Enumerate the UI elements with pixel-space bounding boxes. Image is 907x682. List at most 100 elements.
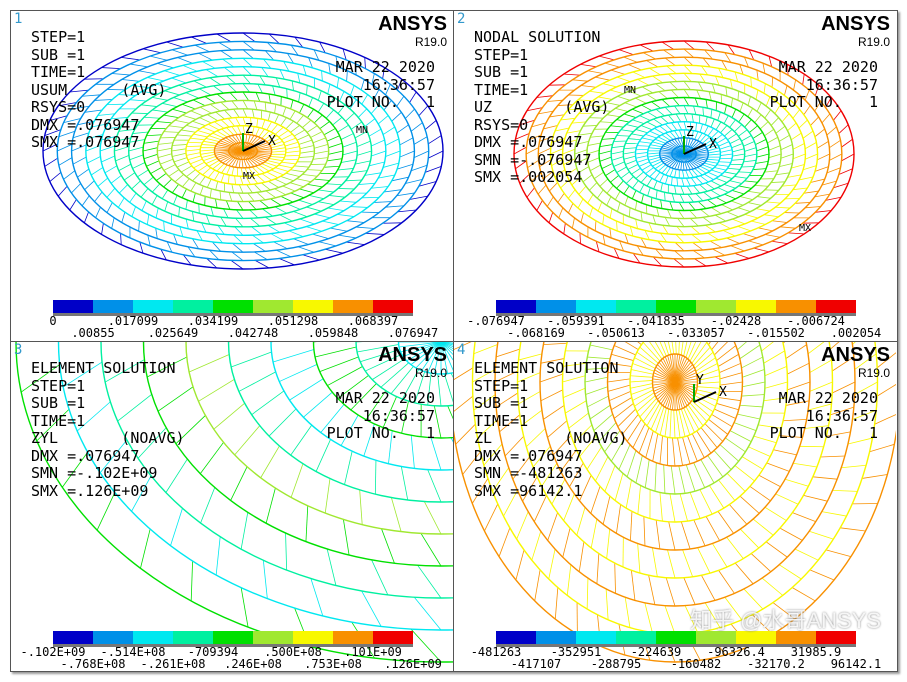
mesh-element	[678, 409, 686, 437]
mesh-element	[718, 161, 731, 163]
mesh-element	[547, 512, 558, 541]
mesh-element	[296, 114, 304, 124]
mesh-element	[687, 194, 694, 203]
mesh-element	[578, 99, 593, 102]
mesh-element	[637, 485, 641, 515]
mesh-element	[689, 138, 694, 147]
mesh-element	[568, 189, 576, 199]
mesh-element	[758, 424, 782, 429]
mesh-element	[381, 528, 395, 564]
mesh-element	[336, 77, 340, 88]
mesh-element	[738, 171, 752, 173]
mesh-element	[674, 372, 697, 383]
mesh-element	[173, 97, 188, 103]
mesh-element	[382, 67, 385, 79]
mesh-element	[163, 131, 179, 133]
mesh-element	[163, 221, 165, 232]
legend-label: .034199	[187, 314, 239, 328]
solution-info: ELEMENT SOLUTION STEP=1 SUB =1 TIME=1 ZYL (N…	[31, 359, 185, 500]
mesh-element	[326, 183, 342, 186]
mesh-element	[437, 373, 442, 407]
mesh-element	[687, 404, 704, 427]
mesh-element	[290, 125, 300, 133]
mesh-element	[680, 137, 684, 147]
mesh-element	[784, 99, 791, 110]
mesh-element	[280, 195, 294, 203]
mesh-element	[180, 165, 192, 173]
mesh-element	[718, 353, 739, 367]
mesh-element	[658, 91, 668, 99]
mesh-element	[222, 138, 234, 146]
mesh-element	[785, 400, 810, 406]
mesh-element	[378, 115, 389, 125]
mesh-element	[186, 152, 201, 156]
mesh-element	[147, 235, 151, 246]
mesh-element	[290, 424, 313, 456]
ansys-logo: ANSYS	[821, 13, 890, 35]
mesh-element	[146, 356, 187, 378]
result-panel-2[interactable]: Z X MN MX 2 ANSYS R19.0 NODAL SOLUTION STEP=1…	[454, 11, 896, 340]
mesh-element	[703, 191, 713, 200]
mesh-element	[575, 141, 589, 145]
mesh-element	[272, 85, 276, 96]
legend-swatch	[736, 300, 776, 313]
mesh-element	[838, 168, 853, 175]
mesh-element	[787, 122, 797, 131]
mesh-element	[371, 186, 389, 189]
result-panel-1[interactable]: Z X MN MX 1 ANSYS R19.0 STEP=1 SUB =1 TIME=1 US…	[11, 11, 453, 340]
axis-label: X	[268, 134, 276, 149]
legend-label: 0	[49, 314, 57, 328]
mesh-element	[809, 569, 835, 581]
mesh-element	[299, 150, 315, 154]
mesh-element	[626, 419, 642, 442]
mesh-element	[414, 596, 442, 631]
mesh-element	[240, 587, 249, 628]
mesh-element	[526, 428, 546, 448]
legend-label: .068397	[347, 314, 399, 328]
mesh-element	[694, 131, 699, 140]
mesh-element	[568, 412, 589, 429]
mesh-element	[279, 364, 318, 382]
mesh-element	[221, 164, 228, 174]
mesh-element	[730, 79, 733, 89]
mesh-element	[235, 134, 241, 143]
mesh-element	[654, 128, 664, 135]
mesh-element	[118, 163, 132, 171]
mesh-element	[328, 195, 346, 198]
panel-number: 3	[14, 342, 23, 358]
mesh-element	[231, 166, 235, 176]
mesh-element	[627, 138, 641, 141]
mesh-element	[598, 55, 615, 61]
mesh-element	[714, 134, 723, 141]
mesh-element	[172, 152, 187, 157]
mesh-element	[671, 176, 673, 186]
mesh-element	[715, 214, 727, 222]
mesh-element	[263, 58, 272, 69]
mesh-element	[674, 381, 695, 398]
mesh-element	[409, 195, 428, 200]
mesh-element	[876, 384, 896, 397]
mesh-element	[741, 356, 763, 369]
info-line: SMN =-.076947	[474, 150, 592, 169]
result-panel-3[interactable]: 3 ANSYS R19.0 ELEMENT SOLUTION STEP=1 SUB …	[11, 342, 453, 671]
mesh-element	[683, 97, 690, 106]
mesh-element	[630, 511, 633, 541]
mesh-element	[613, 403, 634, 419]
mesh-element	[361, 590, 382, 627]
legend-label: .025649	[147, 326, 199, 340]
mesh-element	[115, 137, 131, 142]
mesh-element	[557, 104, 573, 106]
mesh-element	[840, 527, 866, 532]
mesh-element	[199, 185, 204, 195]
mesh-element	[242, 66, 252, 76]
mesh-element	[364, 172, 382, 176]
mesh-element	[337, 213, 355, 217]
mesh-element	[652, 381, 676, 386]
mesh-element	[182, 254, 192, 266]
info-line: SMX =.126E+09	[31, 481, 149, 500]
mesh-element	[668, 159, 677, 168]
mesh-element	[671, 89, 679, 98]
mesh-element	[616, 135, 630, 137]
mesh-element	[118, 94, 136, 96]
